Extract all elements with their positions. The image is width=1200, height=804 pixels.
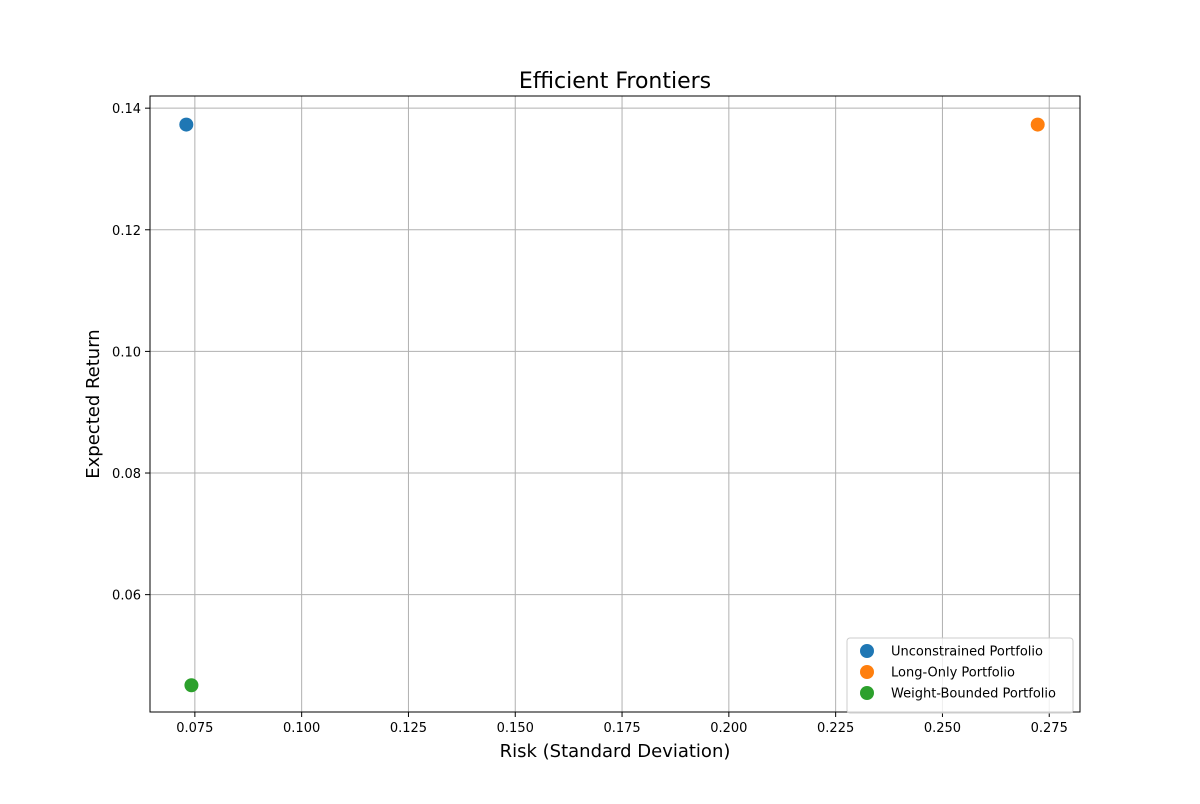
data-point	[179, 117, 194, 132]
grid	[150, 96, 1080, 712]
y-axis-title: Expected Return	[83, 329, 104, 478]
data-point	[184, 678, 199, 693]
legend-label: Long-Only Portfolio	[891, 666, 1015, 681]
legend-marker	[860, 665, 874, 679]
data-point	[1030, 117, 1045, 132]
x-tick-label: 0.275	[1031, 721, 1068, 736]
y-tick-label: 0.06	[112, 589, 141, 604]
legend-marker	[860, 686, 874, 700]
x-tick-label: 0.125	[390, 721, 427, 736]
x-tick-label: 0.200	[710, 721, 747, 736]
legend-label: Weight-Bounded Portfolio	[891, 687, 1056, 702]
x-tick-label: 0.225	[817, 721, 854, 736]
y-tick-label: 0.14	[112, 102, 141, 117]
x-tick-label: 0.175	[603, 721, 640, 736]
y-tick-label: 0.08	[112, 467, 141, 482]
chart-title: Efficient Frontiers	[519, 69, 711, 94]
legend-marker	[860, 644, 874, 658]
y-tick-label: 0.10	[112, 345, 141, 360]
x-tick-label: 0.250	[924, 721, 961, 736]
axis-ticks: 0.075 0.100 0.125 0.150 0.175 0.200 0.225 0.250…	[112, 102, 1068, 736]
x-tick-label: 0.100	[283, 721, 320, 736]
plot-area-frame	[149, 95, 1081, 713]
y-tick-label: 0.12	[112, 224, 141, 239]
x-axis-title: Risk (Standard Deviation)	[500, 741, 731, 762]
x-tick-label: 0.150	[497, 721, 534, 736]
x-tick-label: 0.075	[176, 721, 213, 736]
legend-box	[846, 637, 1074, 714]
legend-label: Unconstrained Portfolio	[891, 645, 1043, 660]
data-points	[179, 117, 1045, 693]
legend: Unconstrained Portfolio Long-Only Portfol…	[846, 637, 1074, 714]
